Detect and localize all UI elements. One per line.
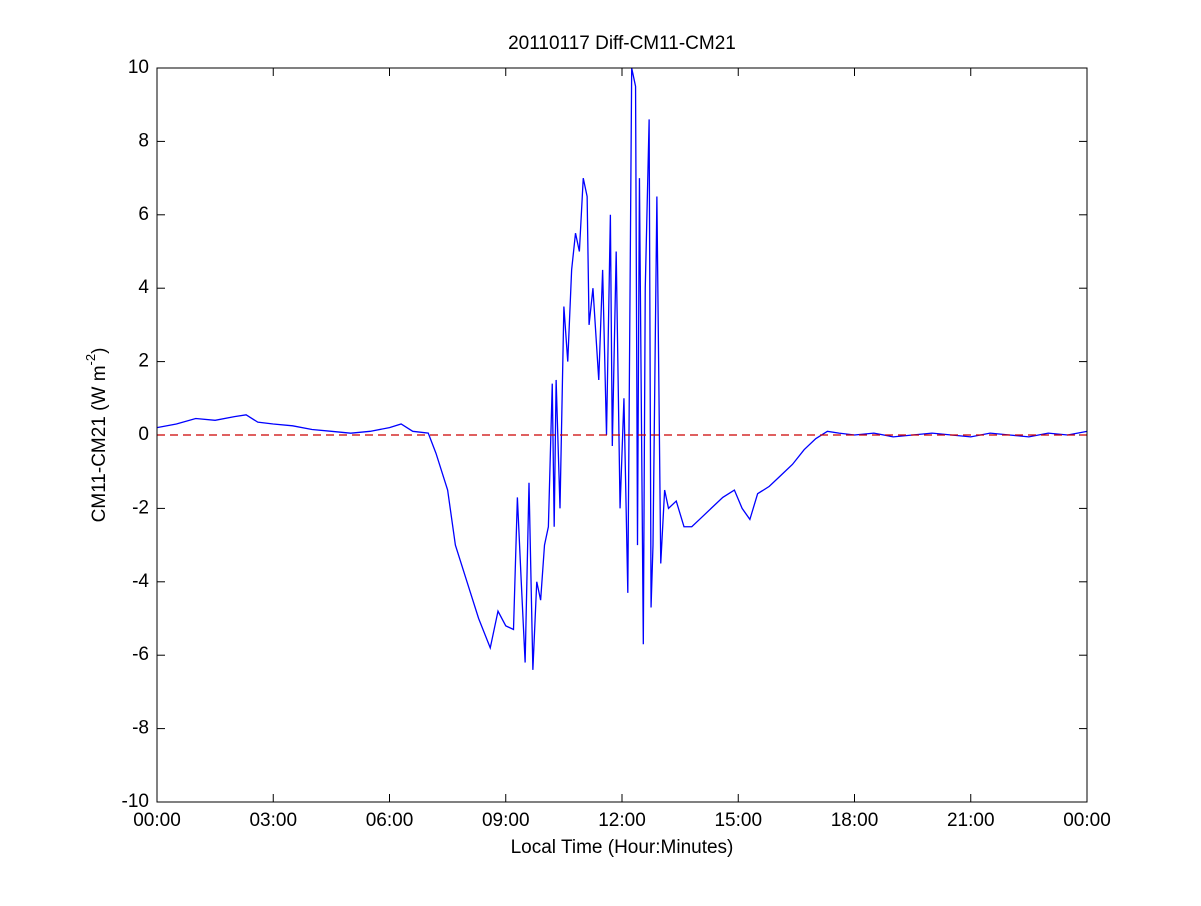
x-tick-label: 09:00	[482, 810, 530, 831]
y-label-main: CM11-CM21 (W m	[89, 365, 110, 522]
y-axis-label: CM11-CM21 (W m-2)	[83, 348, 110, 523]
y-tick-label: 4	[138, 277, 149, 298]
y-tick-label: 6	[138, 204, 149, 225]
y-tick-label: -2	[132, 497, 149, 518]
x-tick-label: 18:00	[831, 810, 879, 831]
x-tick-label: 15:00	[714, 810, 762, 831]
y-tick-label: -10	[122, 791, 149, 812]
y-label-end: )	[89, 348, 110, 354]
y-label-sup: -2	[83, 354, 98, 366]
x-tick-label: 00:00	[133, 810, 181, 831]
x-tick-label: 00:00	[1063, 810, 1111, 831]
x-tick-label: 03:00	[249, 810, 297, 831]
y-tick-label: 0	[138, 424, 149, 445]
y-tick-label: -4	[132, 571, 149, 592]
x-tick-label: 06:00	[366, 810, 414, 831]
y-tick-label: 2	[138, 351, 149, 372]
y-tick-label: 8	[138, 130, 149, 151]
x-tick-label: 12:00	[598, 810, 646, 831]
y-tick-label: -8	[132, 718, 149, 739]
data-line	[156, 67, 1088, 670]
x-tick-label: 21:00	[947, 810, 995, 831]
x-axis-label: Local Time (Hour:Minutes)	[511, 837, 734, 858]
plot-frame	[156, 67, 1088, 803]
y-tick-label: -6	[132, 644, 149, 665]
y-tick-label: 10	[128, 57, 149, 78]
chart-title: 20110117 Diff-CM11-CM21	[508, 33, 736, 54]
